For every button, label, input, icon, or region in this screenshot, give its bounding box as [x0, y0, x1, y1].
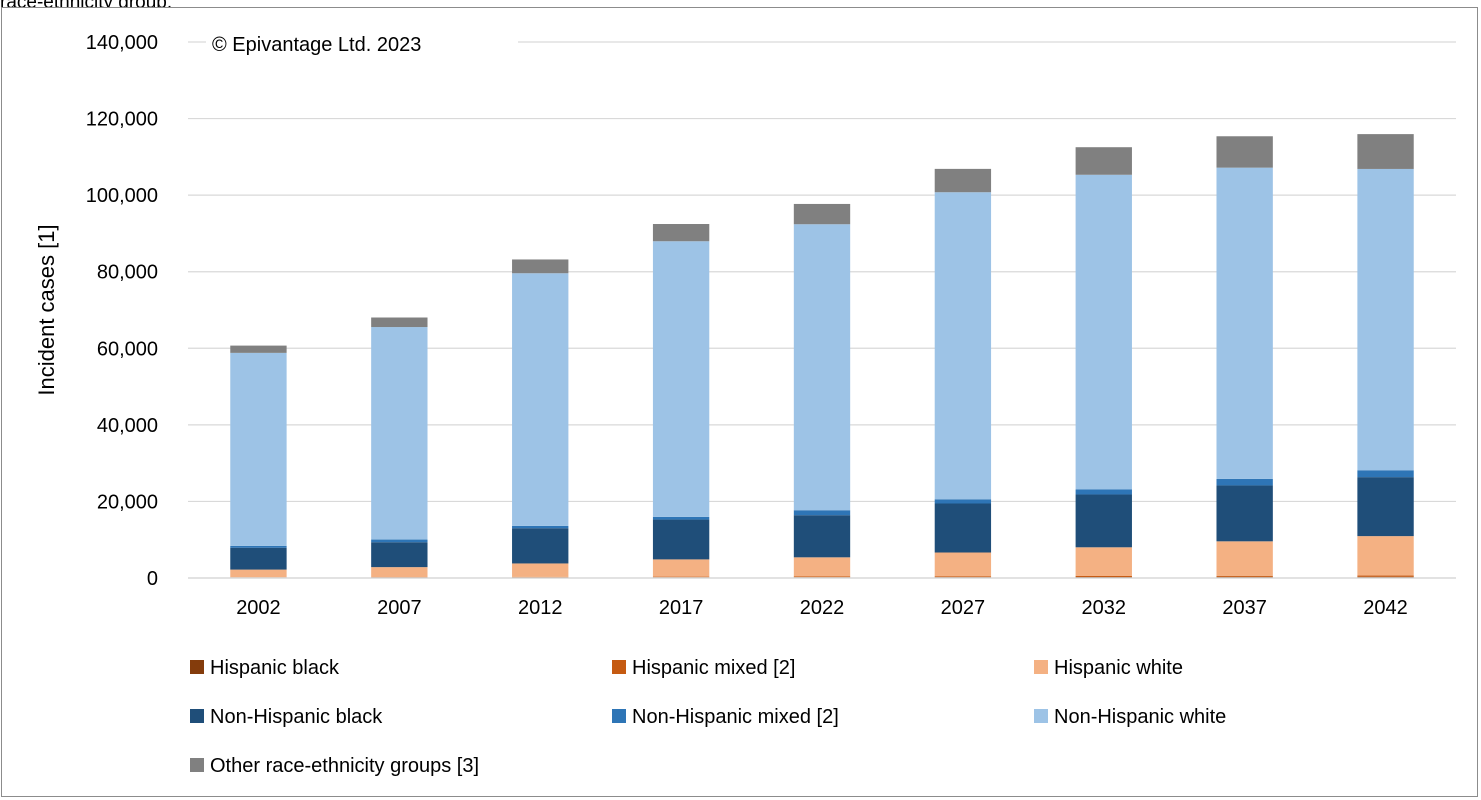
bar-segment	[934, 552, 992, 577]
bar-segment	[1216, 485, 1273, 542]
bar-segment	[793, 576, 851, 578]
bar-segment	[1075, 147, 1132, 175]
bar-segment	[512, 528, 569, 564]
bar-segment	[652, 224, 710, 242]
bar-segment	[934, 576, 992, 578]
bar-segment	[1357, 470, 1414, 478]
x-tick-label: 2022	[800, 597, 845, 619]
legend-swatch	[1034, 660, 1048, 674]
x-tick-label: 2017	[659, 597, 704, 619]
legend-swatch	[190, 660, 204, 674]
bar-segment	[1216, 167, 1273, 479]
bar-segment	[793, 224, 851, 511]
bar-segment	[1357, 168, 1414, 471]
bar-segment	[652, 516, 710, 520]
legend-label: Hispanic black	[210, 657, 340, 679]
y-tick-labels: 0 20,000 40,000 60,000 80,000 100,000 120,000 1…	[86, 32, 158, 590]
bar-segment	[230, 569, 287, 578]
x-tick-label: 2032	[1082, 597, 1127, 619]
bar-segment	[1075, 494, 1132, 548]
bar-segment	[371, 567, 428, 578]
bar-segment	[512, 525, 569, 529]
y-tick-label: 120,000	[86, 109, 158, 131]
bar-segment	[652, 576, 710, 578]
bar-segment	[652, 559, 710, 577]
bar-segment	[512, 259, 569, 274]
legend-swatch	[190, 709, 204, 723]
y-axis-label: Incident cases [1]	[34, 224, 59, 395]
y-tick-label: 140,000	[86, 32, 158, 54]
bar-segment	[1357, 536, 1414, 576]
y-tick-label: 20,000	[97, 491, 158, 513]
bar-segment	[1075, 547, 1132, 577]
legend-swatch	[1034, 709, 1048, 723]
bar-segment	[1216, 575, 1273, 577]
bar-segment	[934, 499, 992, 504]
bar-segment	[1216, 541, 1273, 576]
legend-label: Non-Hispanic black	[210, 706, 383, 728]
y-tick-label: 40,000	[97, 415, 158, 437]
bar-segment	[1075, 174, 1132, 490]
bar-segment	[1216, 478, 1273, 486]
legend-label: Non-Hispanic white	[1054, 706, 1226, 728]
bar-segment	[230, 545, 287, 548]
legend-swatch	[612, 660, 626, 674]
legend-label: Hispanic mixed [2]	[632, 657, 795, 679]
y-tick-label: 60,000	[97, 338, 158, 360]
bar-segment	[652, 241, 710, 517]
bar-segment	[934, 192, 992, 500]
bar-segment	[230, 352, 287, 546]
x-tick-label: 2027	[941, 597, 986, 619]
x-tick-label: 2007	[377, 597, 422, 619]
legend-label: Non-Hispanic mixed [2]	[632, 706, 839, 728]
bar-segment	[230, 345, 287, 353]
bar-segment	[793, 515, 851, 558]
bar-segment	[1216, 136, 1273, 168]
copyright-annotation: © Epivantage Ltd. 2023	[212, 34, 421, 56]
y-tick-label: 0	[147, 568, 158, 590]
legend-label: Hispanic white	[1054, 657, 1183, 679]
bar-segment	[371, 327, 428, 540]
bar-segment	[1357, 575, 1414, 577]
legend-swatch	[190, 758, 204, 772]
x-tick-label: 2012	[518, 597, 563, 619]
bar-segment	[793, 203, 851, 225]
bar-segment	[1075, 489, 1132, 495]
bar-segment	[230, 547, 287, 570]
bar-stacks	[230, 134, 1414, 578]
bar-segment	[371, 542, 428, 568]
bar-segment	[512, 273, 569, 526]
x-tick-label: 2037	[1222, 597, 1267, 619]
bar-segment	[1357, 134, 1414, 169]
bar-segment	[793, 510, 851, 516]
y-tick-label: 100,000	[86, 185, 158, 207]
bar-segment	[934, 503, 992, 553]
bar-segment	[1357, 477, 1414, 537]
legend-label: Other race-ethnicity groups [3]	[210, 755, 479, 777]
bar-segment	[371, 317, 428, 328]
x-tick-labels: 2002 2007 2012 2017 2022 2027 2032 2037 2042	[236, 597, 1408, 619]
bar-segment	[1075, 576, 1132, 578]
bar-segment	[934, 168, 992, 193]
x-tick-label: 2042	[1363, 597, 1408, 619]
bar-segment	[793, 557, 851, 577]
legend: Hispanic black Hispanic mixed [2] Hispanic…	[190, 657, 1226, 777]
y-tick-label: 80,000	[97, 262, 158, 284]
bar-segment	[652, 519, 710, 560]
legend-swatch	[612, 709, 626, 723]
bar-segment	[371, 539, 428, 543]
annotation-background	[206, 24, 518, 58]
bar-segment	[512, 563, 569, 577]
x-tick-label: 2002	[236, 597, 281, 619]
bar-segment	[512, 576, 569, 578]
